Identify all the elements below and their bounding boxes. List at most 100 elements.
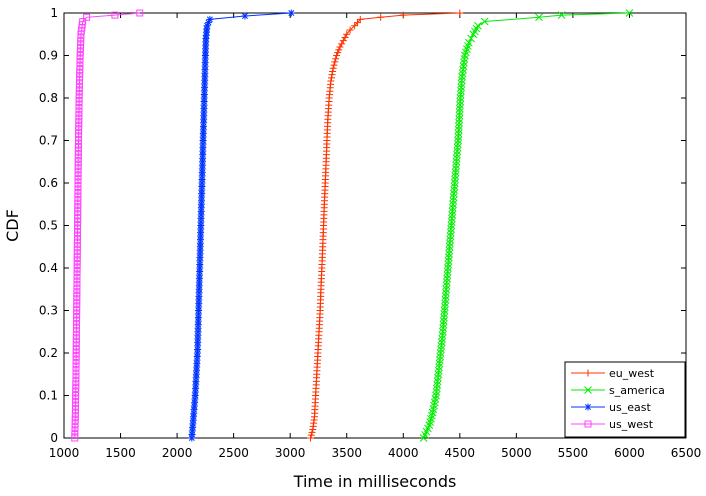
data-point [198, 172, 206, 180]
data-point [71, 423, 79, 431]
data-point [72, 392, 80, 399]
data-point [557, 11, 566, 19]
data-point [71, 409, 79, 417]
data-point [199, 147, 207, 155]
data-point [200, 112, 208, 120]
data-point [327, 77, 335, 85]
data-point [454, 133, 463, 141]
data-point [191, 395, 199, 403]
data-point [198, 175, 206, 183]
data-point [441, 296, 450, 304]
data-point [72, 399, 80, 407]
data-point [196, 246, 204, 254]
data-point [443, 267, 452, 276]
data-point [444, 264, 452, 272]
data-point [73, 321, 80, 329]
series-us-west [71, 9, 144, 442]
data-point [73, 236, 81, 244]
data-point [453, 147, 462, 155]
data-point [195, 285, 203, 293]
data-point [74, 186, 82, 194]
data-point [445, 249, 453, 258]
data-point [195, 292, 203, 300]
data-point [201, 55, 209, 63]
data-point [433, 381, 442, 389]
data-point [438, 331, 447, 340]
data-point [196, 257, 204, 265]
data-point [73, 317, 81, 325]
data-point [72, 374, 80, 382]
data-point [198, 165, 206, 173]
data-point [73, 296, 81, 304]
data-point [452, 154, 461, 163]
data-point [197, 211, 205, 219]
data-point [75, 94, 83, 102]
series-layer [71, 9, 634, 442]
data-point [445, 246, 454, 255]
data-point [75, 133, 83, 141]
data-point [199, 129, 207, 137]
x-tick-label: 5500 [558, 446, 589, 460]
data-point [75, 126, 83, 134]
data-point [73, 257, 81, 265]
data-point [192, 384, 200, 392]
data-point [625, 9, 634, 17]
data-point [197, 232, 205, 240]
data-point [399, 11, 407, 19]
legend-label: s_america [609, 384, 665, 397]
legend: eu_west s_america us_east us_west [564, 361, 686, 438]
data-point [77, 37, 85, 45]
legend-item: eu_west [571, 367, 655, 380]
data-point [74, 225, 82, 233]
data-point [74, 154, 82, 162]
data-point [447, 225, 455, 233]
data-point [72, 384, 80, 392]
axis-ticks: 1000 1500 2000 2500 3000 3500 4000 4500 5000 5500… [39, 6, 701, 460]
data-point [75, 101, 83, 109]
data-point [446, 239, 454, 248]
data-point [452, 164, 460, 173]
legend-item: us_west [571, 418, 654, 431]
data-point [74, 144, 82, 152]
data-point [440, 306, 449, 315]
data-point [74, 183, 82, 191]
data-point [73, 232, 81, 240]
data-point [201, 59, 209, 67]
data-point [73, 278, 81, 286]
data-point [198, 179, 206, 187]
data-point [73, 268, 81, 276]
data-point [193, 353, 201, 361]
data-point [75, 98, 83, 106]
data-point [74, 158, 82, 166]
data-point [73, 314, 81, 322]
data-point [72, 345, 80, 353]
data-point [74, 204, 82, 212]
data-point [72, 342, 80, 350]
data-point [432, 391, 440, 400]
data-point [193, 360, 201, 368]
data-point [73, 260, 81, 268]
data-point [449, 200, 457, 209]
data-point [71, 430, 79, 438]
data-point [195, 282, 203, 290]
data-point [199, 154, 207, 162]
data-point [200, 87, 208, 95]
data-point [455, 115, 464, 124]
data-point [287, 9, 295, 17]
data-point [189, 416, 197, 424]
data-point [197, 218, 205, 226]
y-tick-label: 1 [50, 6, 58, 20]
y-tick-label: 0.8 [39, 91, 58, 105]
data-point [73, 246, 81, 254]
data-point [432, 388, 441, 396]
data-point [434, 370, 443, 379]
data-point [83, 13, 91, 21]
data-point [442, 278, 451, 287]
data-point [71, 406, 79, 414]
data-point [199, 140, 207, 148]
data-point [327, 74, 335, 82]
data-point [435, 356, 444, 364]
data-point [443, 271, 452, 279]
data-point [442, 285, 451, 294]
